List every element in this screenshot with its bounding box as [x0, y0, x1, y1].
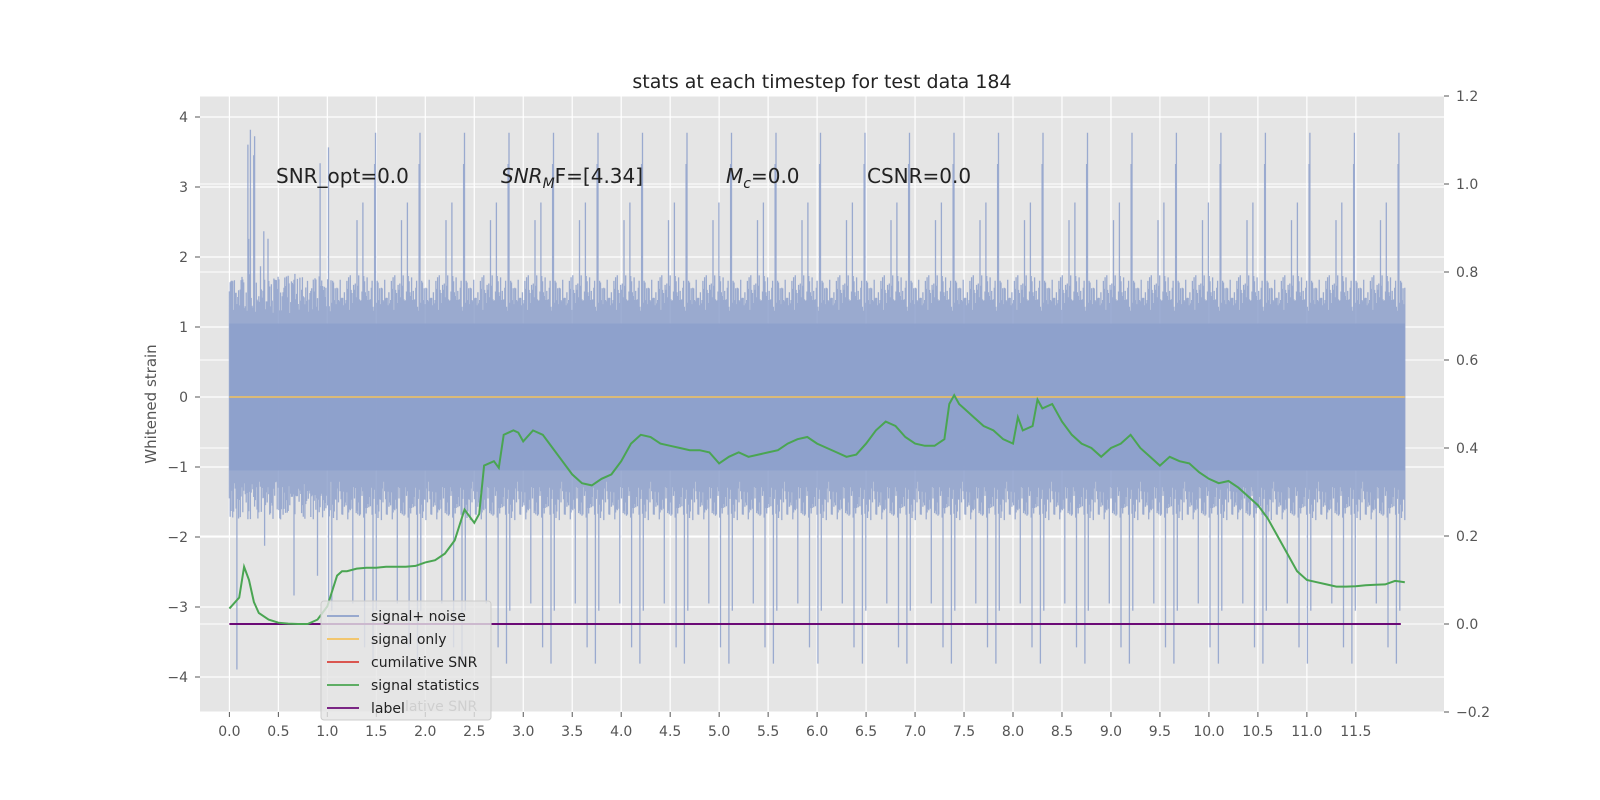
- legend-entries: signal+ noise signal only cumilative SNR si…: [327, 609, 479, 717]
- x-tick-label: 4.5: [659, 724, 681, 740]
- x-tick-label: 4.0: [610, 724, 632, 740]
- y-tick-label: 0: [179, 390, 188, 406]
- y2-tick-label: 0.0: [1456, 617, 1478, 633]
- y-tick-label: 2: [179, 250, 188, 266]
- legend-label: cumilative SNR: [371, 655, 478, 671]
- x-tick-label: 6.0: [806, 724, 828, 740]
- chart-title: stats at each timestep for test data 184: [632, 71, 1011, 93]
- x-tick-label: 2.5: [463, 724, 485, 740]
- y-tick-label: 3: [179, 180, 188, 196]
- y2-tick-label: 0.2: [1456, 529, 1478, 545]
- x-tick-label: 2.0: [414, 724, 436, 740]
- snr-mf-subscript: M: [543, 176, 555, 192]
- y-tick-label: 4: [179, 110, 188, 126]
- mc-subscript: c: [743, 176, 751, 192]
- x-tick-label: 6.5: [855, 724, 877, 740]
- y2-tick-label: 0.4: [1456, 441, 1478, 457]
- snr-mf-main: SNR: [501, 164, 543, 188]
- x-axis-ticks: 0.0 0.5 1.0 1.5 2.0 2.5 3.0 3.5 4.0 4.5 5.0 5.5 6.0 6…: [218, 712, 1371, 740]
- y-axis-ticks: 4 3 2 1 0 −1 −2 −3 −4: [167, 110, 200, 686]
- y-axis-label: Whitened strain: [142, 344, 160, 463]
- annotation-snr-mf: SNRMF=[4.34]: [501, 164, 643, 192]
- y-tick-label: −4: [167, 670, 188, 686]
- legend-box: [320, 600, 492, 721]
- signal-statistics-line: [228, 393, 1405, 625]
- x-tick-label: 0.0: [218, 724, 240, 740]
- x-tick-label: 3.5: [561, 724, 583, 740]
- snr-mf-rest: F=[4.34]: [555, 164, 643, 188]
- annotation-csnr: CSNR=0.0: [867, 164, 971, 188]
- x-tick-label: 10.5: [1242, 724, 1273, 740]
- legend: lative SNR signal+ noise signal only cumil…: [320, 600, 492, 721]
- y2-tick-label: 0.6: [1456, 353, 1478, 369]
- x-tick-label: 5.0: [708, 724, 730, 740]
- x-tick-label: 11.0: [1291, 724, 1322, 740]
- y-tick-label: −1: [167, 460, 188, 476]
- y2-tick-label: 0.8: [1456, 265, 1478, 281]
- x-tick-label: 7.0: [904, 724, 926, 740]
- x-tick-label: 5.5: [757, 724, 779, 740]
- annotation-snr-opt: SNR_opt=0.0: [276, 164, 409, 188]
- x-tick-label: 0.5: [267, 724, 289, 740]
- x-tick-label: 10.0: [1193, 724, 1224, 740]
- x-tick-label: 8.0: [1002, 724, 1024, 740]
- x-tick-label: 8.5: [1051, 724, 1073, 740]
- annotation-mc: Mc=0.0: [726, 164, 800, 192]
- legend-label: signal+ noise: [371, 609, 466, 625]
- x-tick-label: 11.5: [1340, 724, 1371, 740]
- y-tick-label: −3: [167, 600, 188, 616]
- x-tick-label: 3.0: [512, 724, 534, 740]
- mc-main: M: [726, 164, 743, 188]
- y-tick-label: −2: [167, 530, 188, 546]
- x-tick-label: 1.0: [316, 724, 338, 740]
- y-tick-label: 1: [179, 320, 188, 336]
- y2-tick-label: −0.2: [1456, 705, 1490, 721]
- x-tick-label: 9.0: [1100, 724, 1122, 740]
- y2-tick-label: 1.2: [1456, 89, 1478, 105]
- x-tick-label: 9.5: [1149, 724, 1171, 740]
- legend-label: signal statistics: [371, 678, 479, 694]
- legend-label: signal only: [371, 632, 446, 648]
- x-tick-label: 1.5: [365, 724, 387, 740]
- legend-ghost-text: lative SNR: [405, 699, 478, 715]
- x-tick-label: 7.5: [953, 724, 975, 740]
- y2-axis-ticks: 1.2 1.0 0.8 0.6 0.4 0.2 0.0 −0.2: [1444, 89, 1490, 721]
- y2-tick-label: 1.0: [1456, 177, 1478, 193]
- legend-label: label: [371, 701, 405, 717]
- mc-rest: =0.0: [751, 164, 800, 188]
